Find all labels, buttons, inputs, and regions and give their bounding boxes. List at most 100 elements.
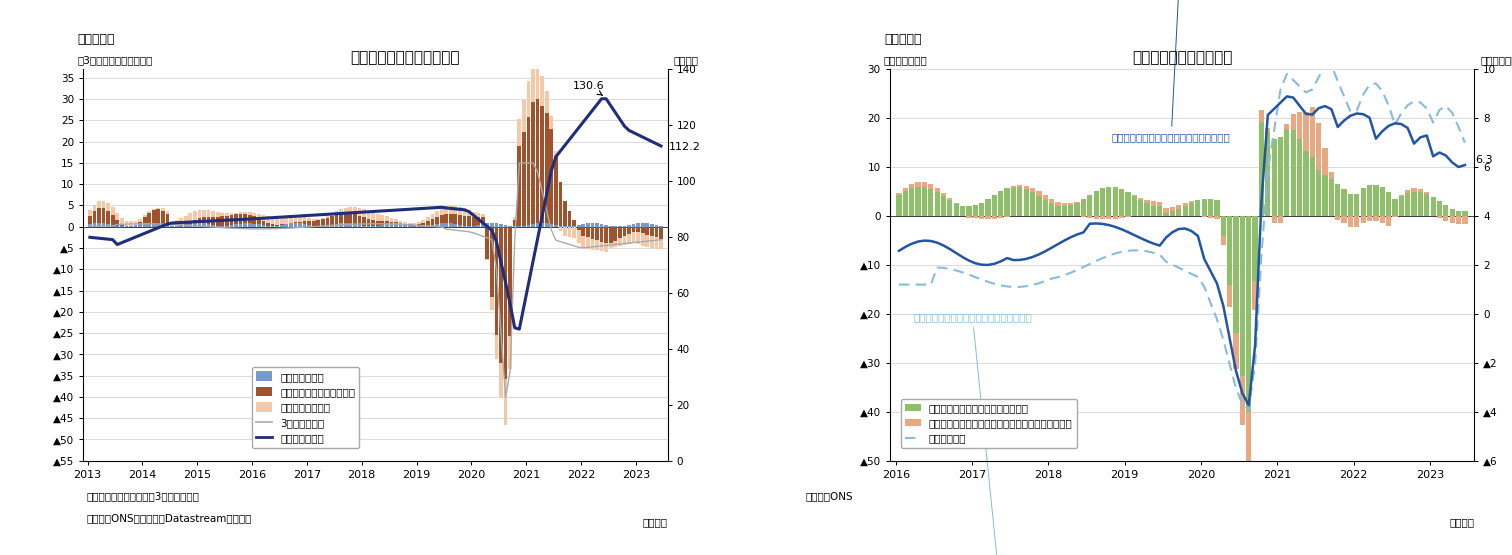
- Bar: [386, 224, 389, 227]
- Bar: [490, 227, 494, 297]
- Text: 112.2: 112.2: [668, 142, 700, 152]
- Bar: [659, 227, 662, 239]
- Bar: [1246, 216, 1252, 412]
- Bar: [481, 224, 485, 227]
- Bar: [458, 225, 461, 227]
- Bar: [1220, 236, 1226, 245]
- Bar: [367, 211, 370, 219]
- Bar: [307, 225, 311, 227]
- Bar: [106, 224, 110, 227]
- Bar: [142, 217, 147, 223]
- Bar: [915, 187, 921, 216]
- Bar: [1291, 130, 1296, 216]
- Bar: [189, 224, 192, 227]
- Bar: [334, 224, 339, 227]
- Bar: [207, 210, 210, 217]
- Bar: [302, 217, 307, 221]
- Bar: [1145, 203, 1149, 216]
- Bar: [641, 223, 644, 227]
- Bar: [367, 219, 370, 226]
- Bar: [399, 221, 402, 223]
- Bar: [454, 206, 457, 214]
- Bar: [535, 60, 540, 99]
- Bar: [998, 191, 1004, 216]
- Bar: [558, 227, 562, 231]
- Text: （図表４）: （図表４）: [885, 33, 921, 46]
- Bar: [311, 225, 316, 227]
- Bar: [1367, 185, 1373, 216]
- Bar: [352, 224, 357, 227]
- Bar: [445, 206, 448, 214]
- Bar: [526, 81, 531, 117]
- Bar: [381, 221, 384, 225]
- Bar: [1399, 195, 1405, 196]
- Bar: [1228, 285, 1232, 306]
- Bar: [1043, 195, 1048, 200]
- Bar: [234, 224, 237, 227]
- Bar: [614, 240, 617, 246]
- Text: （3か月前との差、万人）: （3か月前との差、万人）: [77, 56, 153, 65]
- Bar: [157, 209, 160, 224]
- Bar: [1093, 216, 1099, 219]
- Bar: [307, 218, 311, 221]
- Bar: [221, 213, 224, 216]
- Bar: [440, 215, 443, 223]
- Bar: [212, 211, 215, 217]
- Bar: [1151, 205, 1157, 216]
- Bar: [1043, 200, 1048, 216]
- Bar: [463, 209, 466, 215]
- Bar: [1024, 186, 1028, 189]
- Bar: [339, 213, 343, 223]
- Bar: [449, 205, 452, 214]
- Bar: [198, 218, 201, 223]
- Bar: [376, 226, 380, 227]
- Bar: [472, 211, 475, 216]
- Bar: [934, 193, 940, 216]
- Bar: [431, 214, 434, 219]
- Bar: [386, 221, 389, 224]
- Bar: [1131, 195, 1137, 196]
- Bar: [618, 226, 621, 227]
- Bar: [659, 226, 662, 227]
- Bar: [212, 217, 215, 225]
- Bar: [1387, 192, 1391, 216]
- Bar: [119, 225, 124, 226]
- Bar: [1393, 199, 1397, 216]
- Bar: [1139, 198, 1143, 200]
- Bar: [225, 213, 228, 215]
- Bar: [458, 215, 461, 225]
- Bar: [157, 208, 160, 209]
- Bar: [954, 204, 959, 216]
- Bar: [266, 223, 271, 226]
- Bar: [922, 187, 927, 216]
- Bar: [293, 223, 298, 227]
- Bar: [1188, 201, 1194, 203]
- Bar: [1036, 196, 1042, 216]
- Bar: [1361, 188, 1365, 216]
- Bar: [1234, 334, 1238, 369]
- Bar: [203, 223, 206, 227]
- Bar: [454, 224, 457, 227]
- Bar: [376, 221, 380, 226]
- Bar: [544, 92, 549, 113]
- Bar: [422, 226, 425, 227]
- Bar: [508, 336, 513, 370]
- Bar: [119, 218, 124, 225]
- Bar: [449, 224, 452, 227]
- Bar: [426, 218, 429, 221]
- Bar: [230, 225, 233, 227]
- Bar: [1163, 208, 1169, 213]
- Bar: [578, 227, 581, 230]
- Bar: [180, 218, 183, 225]
- Bar: [124, 220, 129, 226]
- Bar: [184, 225, 187, 227]
- Bar: [248, 213, 251, 215]
- Bar: [549, 116, 553, 129]
- Text: （万件）: （万件）: [673, 56, 699, 65]
- Bar: [343, 223, 348, 227]
- Bar: [386, 216, 389, 221]
- Bar: [659, 239, 662, 249]
- Bar: [1450, 216, 1455, 223]
- Bar: [582, 236, 585, 248]
- Bar: [1163, 213, 1169, 216]
